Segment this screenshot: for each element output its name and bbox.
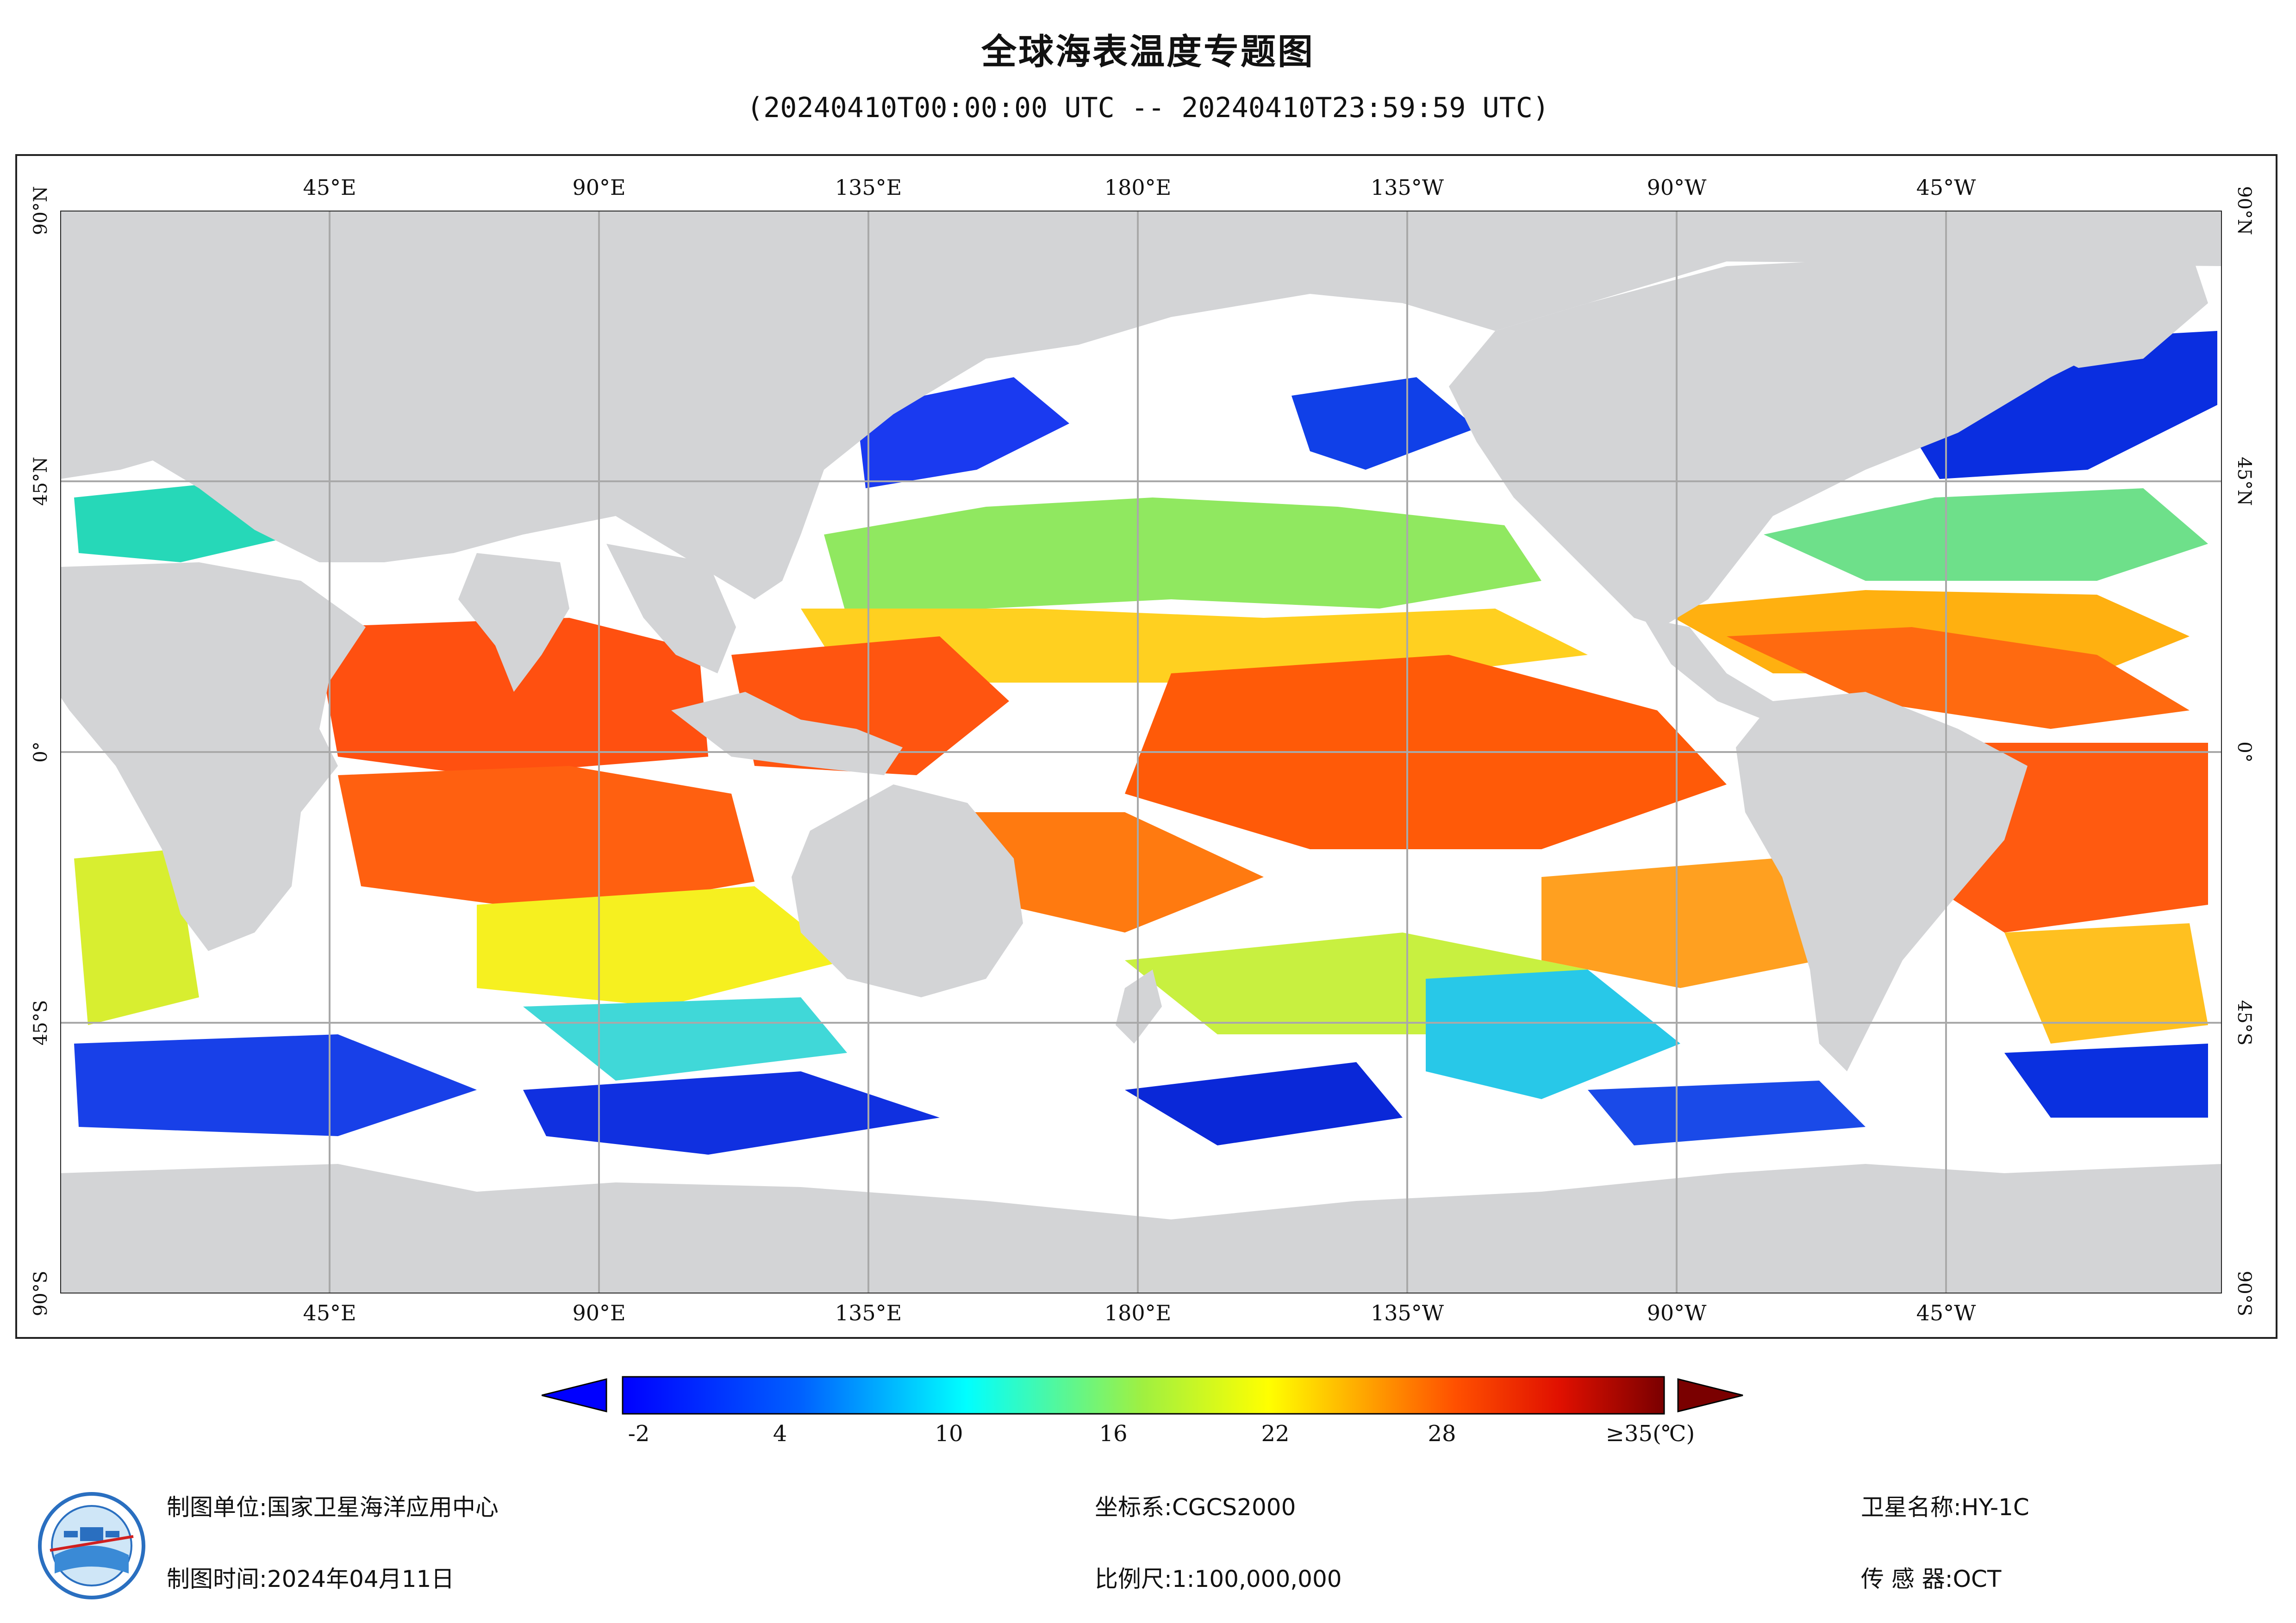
sst-region: [1588, 1081, 1866, 1145]
colorbar-label: 22: [1261, 1421, 1290, 1447]
lon-tick-bottom: 90°E: [572, 1300, 626, 1325]
lat-tick-right: 45°N: [2234, 457, 2255, 506]
sst-region: [1541, 858, 1866, 988]
footer-sat-value: HY-1C: [1961, 1494, 2029, 1521]
graticule: [60, 211, 2222, 1293]
lon-tick-top: 90°E: [572, 175, 626, 200]
colorbar-gradient: [622, 1376, 1665, 1415]
land-india: [458, 553, 569, 692]
land-south-america: [1736, 692, 2028, 1071]
sst-region: [1292, 377, 1477, 470]
lon-tick-bottom: 135°E: [835, 1300, 902, 1325]
land-australia: [792, 784, 1023, 997]
colorbar-high-arrow: [1677, 1378, 1743, 1412]
lon-tick-bottom: 135°W: [1370, 1300, 1444, 1325]
lon-tick-top: 135°E: [835, 175, 902, 200]
footer-org: 制图单位:国家卫星海洋应用中心: [167, 1489, 499, 1522]
sst-region: [1727, 627, 2190, 729]
footer-scale-value: 1:100,000,000: [1172, 1566, 1342, 1592]
lat-tick-right: 90°N: [2234, 186, 2255, 235]
nsoas-logo: [38, 1492, 145, 1599]
sst-region: [523, 1071, 940, 1155]
land-eurasia: [60, 211, 2222, 599]
lon-tick-top: 180°E: [1104, 175, 1172, 200]
colorbar-label: ≥35(℃): [1605, 1421, 1695, 1447]
lat-tick-left: 90°S: [30, 1270, 51, 1317]
lat-tick-right: 90°S: [2234, 1270, 2255, 1317]
lat-tick-left: 45°S: [30, 1000, 51, 1046]
land-africa: [60, 562, 366, 951]
sst-region: [338, 766, 755, 914]
sst-region: [1125, 1062, 1403, 1145]
land-seasia: [606, 544, 736, 673]
footer-org-label: 制图单位:: [167, 1494, 267, 1521]
footer-sensor-label: 传 感 器:: [1861, 1566, 1953, 1592]
footer-sensor: 传 感 器:OCT: [1861, 1561, 2001, 1594]
footer-scale: 比例尺:1:100,000,000: [1095, 1561, 1342, 1594]
colorbar-label: 16: [1099, 1421, 1128, 1447]
lon-tick-top: 45°W: [1916, 175, 1976, 200]
sst-map: [60, 211, 2222, 1293]
sst-region: [523, 997, 847, 1081]
footer-sensor-value: OCT: [1953, 1566, 2002, 1592]
lon-tick-bottom: 45°W: [1916, 1300, 1976, 1325]
lon-tick-top: 90°W: [1647, 175, 1707, 200]
footer-satellite: 卫星名称:HY-1C: [1861, 1489, 2029, 1522]
footer-time: 制图时间:2024年04月11日: [167, 1561, 454, 1594]
land-indonesia: [671, 692, 903, 775]
footer-org-value: 国家卫星海洋应用中心: [267, 1494, 499, 1521]
colorbar-low-arrow: [542, 1378, 607, 1412]
lon-tick-bottom: 45°E: [303, 1300, 356, 1325]
lat-tick-right: 0°: [2234, 741, 2255, 763]
land-greenland: [1912, 238, 2208, 368]
footer-crs: 坐标系:CGCS2000: [1095, 1489, 1296, 1522]
sst-region: [2004, 1044, 2208, 1118]
sst-region: [315, 618, 708, 775]
lat-tick-left: 45°N: [30, 457, 51, 506]
sst-region: [477, 886, 847, 1007]
footer-sat-label: 卫星名称:: [1861, 1494, 1961, 1521]
colorbar-label: 4: [773, 1421, 787, 1447]
footer-crs-value: CGCS2000: [1172, 1494, 1296, 1521]
lat-tick-left: 0°: [30, 741, 51, 763]
footer-time-label: 制图时间:: [167, 1566, 267, 1592]
sst-region: [824, 497, 1541, 618]
map-title: 全球海表温度专题图: [981, 31, 1315, 72]
colorbar-label: 10: [935, 1421, 963, 1447]
colorbar-label: 28: [1428, 1421, 1456, 1447]
sst-region: [2004, 923, 2208, 1044]
sst-region: [940, 812, 1264, 933]
map-frame: [15, 154, 2277, 1339]
colorbar-label: -2: [628, 1421, 650, 1447]
lon-tick-bottom: 180°E: [1104, 1300, 1172, 1325]
land-antarctica: [60, 1164, 2222, 1293]
sst-region: [74, 849, 199, 1025]
footer-scale-label: 比例尺:: [1095, 1566, 1172, 1592]
lon-tick-top: 135°W: [1370, 175, 1444, 200]
temperature-colorbar: [542, 1376, 1743, 1415]
sst-region: [1764, 488, 2208, 581]
lat-tick-left: 90°N: [30, 186, 51, 235]
lat-tick-right: 45°S: [2234, 1000, 2255, 1046]
sst-region: [74, 1034, 477, 1136]
sst-region: [1426, 970, 1680, 1099]
lon-tick-bottom: 90°W: [1647, 1300, 1707, 1325]
time-range-subtitle: (20240410T00:00:00 UTC -- 20240410T23:59…: [747, 92, 1549, 124]
sst-region: [856, 377, 1069, 488]
land-north-america: [1449, 257, 2143, 627]
lon-tick-top: 45°E: [303, 175, 356, 200]
footer-crs-label: 坐标系:: [1095, 1494, 1172, 1521]
footer-time-value: 2024年04月11日: [267, 1566, 455, 1592]
